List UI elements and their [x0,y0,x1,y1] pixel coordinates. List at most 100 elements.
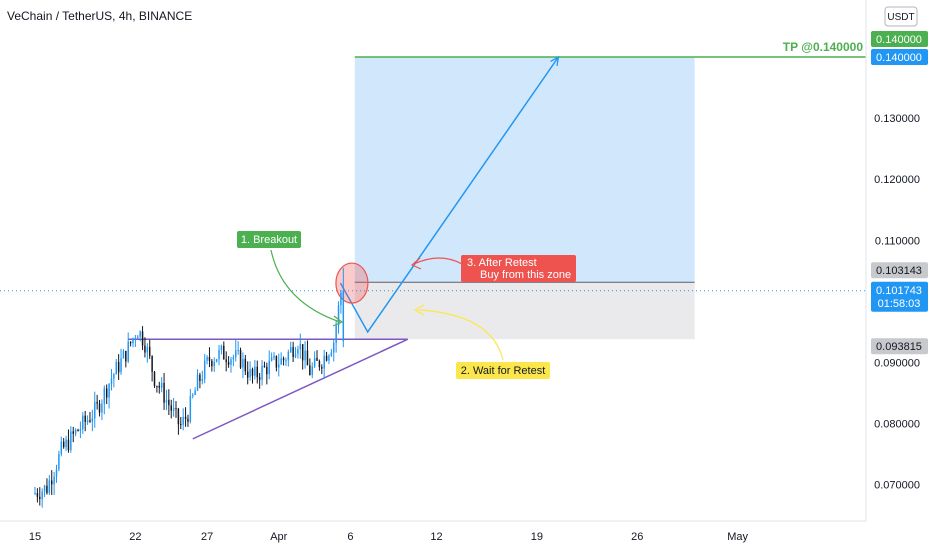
candle-body [177,408,180,425]
candle [43,484,46,498]
time-axis[interactable]: 152227Apr6121926May10 [0,520,932,543]
candle-body [50,480,53,485]
candle [306,340,309,366]
candle [230,356,232,373]
candle-body [191,394,194,397]
candle-body [160,382,163,388]
candle-body [41,491,43,500]
candle-body [242,358,244,368]
candle [318,359,321,371]
candle [144,337,146,358]
candle-body [117,361,120,373]
candle-body [318,360,321,368]
candle [187,414,189,427]
candle-body [227,362,230,365]
entry-price-tag: 0.103143 [871,262,928,279]
candle-body [125,350,127,362]
candle-body [137,336,139,339]
candle [184,407,187,427]
candle [325,351,328,362]
candle-body [91,418,94,422]
candle-body [146,346,149,353]
candle-body [289,347,292,352]
candle [94,391,96,428]
position-zones [0,56,866,340]
candle-body [58,453,60,470]
candle-body [182,416,184,425]
candle-body [206,357,208,361]
candle [199,372,201,389]
candle-body [120,358,122,373]
price-tick-label: 0.120000 [874,174,920,186]
candle [117,354,120,380]
candle-body [297,349,299,354]
time-tick-label: 26 [631,531,643,543]
candle-body [256,366,259,378]
tp-blue-tag: 0.140000 [871,49,928,65]
countdown-text: 01:58:03 [878,298,921,310]
candle [246,361,249,385]
candle [227,356,230,368]
candle-body [180,424,182,426]
candle-body [98,403,101,413]
candle [215,358,218,363]
candle [36,488,39,503]
price-axis[interactable]: 0.0700000.0800000.0900000.1000000.110000… [865,0,928,521]
currency-button-label[interactable]: USDT [887,12,914,23]
candle [208,347,211,368]
candle-body [86,420,89,422]
candle [218,344,220,366]
candle [108,383,110,409]
candle [65,435,67,451]
candle [72,426,74,443]
candle [86,415,89,425]
candle-body [301,344,304,361]
candle-body [342,291,345,342]
after-retest-label-line2: Buy from this zone [480,269,571,281]
candle-body [101,403,103,413]
candle-body [94,401,96,419]
candle-body [46,485,48,493]
price-tick-label: 0.070000 [874,480,920,492]
candle [213,357,215,372]
candle [105,384,108,405]
candle [340,290,342,314]
candle-body [48,480,51,493]
candle [48,475,51,495]
candle [280,352,282,366]
candle-body [208,357,211,361]
candle-body [268,360,270,375]
candle [34,486,36,496]
candle [330,348,333,357]
candle-body [203,360,206,379]
candle-body [258,377,261,380]
candle [263,361,266,368]
candle-body [215,359,218,362]
candle-body [187,418,189,422]
plan-path-line [339,56,560,334]
candle [96,394,98,410]
symbol-title[interactable]: VeChain / TetherUS, 4h, BINANCE [7,9,192,23]
candle-body [285,360,287,362]
candle [58,450,60,472]
candle [170,399,172,419]
candle-body [325,355,328,361]
candle-body [270,357,273,361]
candle-body [127,341,129,362]
currency-button[interactable]: USDT [884,6,918,27]
candle [127,332,129,364]
candle [146,343,149,363]
candle [160,377,163,393]
candle-body [333,342,335,353]
candle [165,389,168,411]
currency-button-frame[interactable] [884,6,918,27]
candle-body [189,396,192,422]
candle [39,487,41,506]
candle-body [72,431,74,434]
candle-body [211,360,213,367]
candle-body [299,344,302,350]
candle-body [278,364,280,368]
candle-body [261,365,263,380]
wait-retest-label: 2. Wait for Retest [413,304,550,379]
candle [337,301,340,334]
